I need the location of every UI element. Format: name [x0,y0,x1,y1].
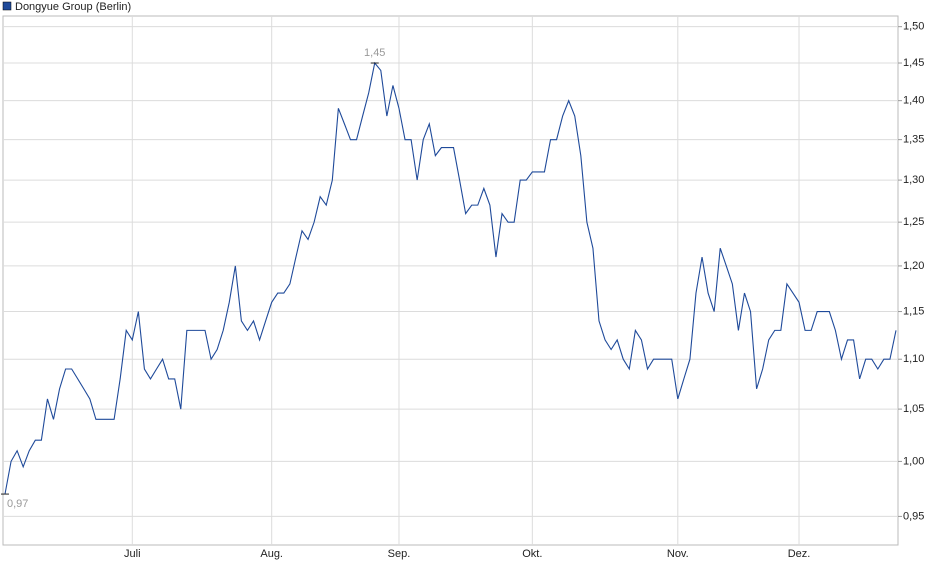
y-tick-label: 1,40 [903,95,924,107]
y-tick-label: 1,10 [903,353,924,365]
y-tick-label: 1,25 [903,216,924,228]
x-tick-label: Aug. [260,548,283,560]
y-tick-label: 1,30 [903,174,924,186]
legend-swatch [2,1,12,11]
value-label: 0,97 [7,498,28,510]
x-tick-label: Nov. [667,548,689,560]
x-tick-label: Dez. [788,548,811,560]
x-tick-label: Okt. [522,548,542,560]
x-tick-label: Juli [124,548,141,560]
price-line [4,61,897,495]
legend-label: Dongyue Group (Berlin) [15,1,131,13]
x-tick-label: Sep. [388,548,411,560]
y-tick-label: 1,45 [903,57,924,69]
y-tick-label: 1,15 [903,305,924,317]
y-tick-label: 1,35 [903,134,924,146]
plot-frame [2,15,899,546]
y-tick-label: 1,20 [903,260,924,272]
y-tick-label: 1,00 [903,455,924,467]
y-tick-label: 1,50 [903,21,924,33]
value-label: 1,45 [364,47,385,59]
y-tick-label: 0,95 [903,510,924,522]
y-tick-label: 1,05 [903,403,924,415]
